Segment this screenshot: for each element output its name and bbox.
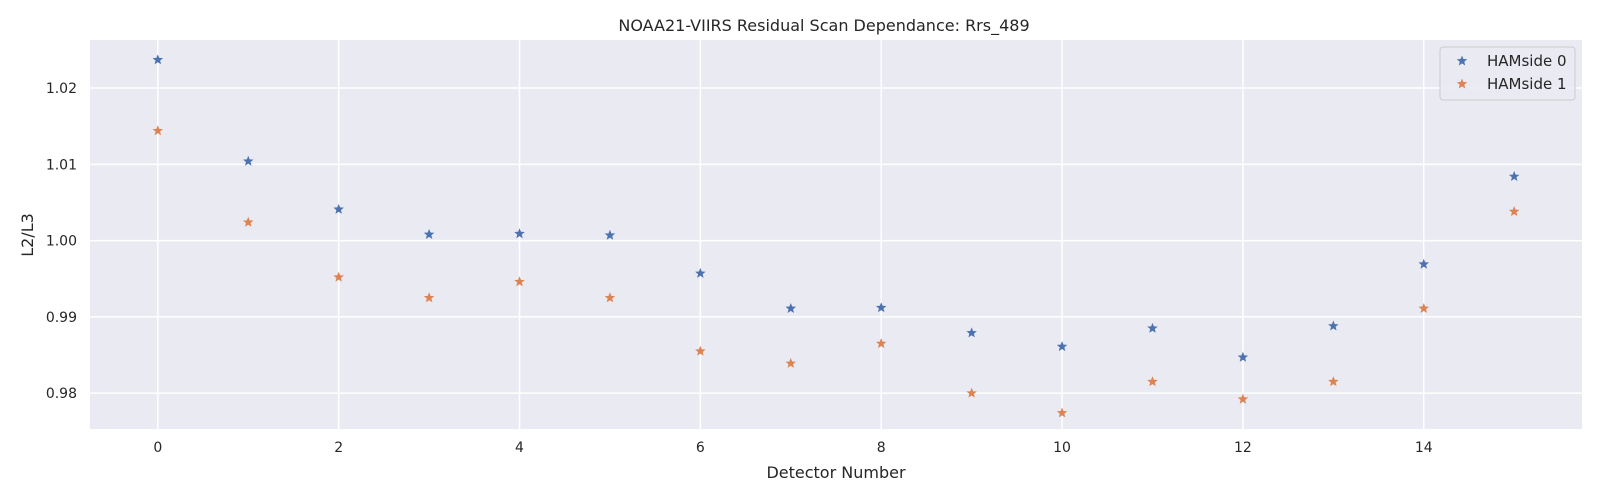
series-0-point	[1237, 351, 1249, 362]
series-1-point	[1418, 302, 1429, 313]
series-1-point	[695, 345, 706, 356]
series-0-point	[1056, 341, 1068, 352]
legend-label: HAMside 0	[1487, 52, 1567, 70]
data-points	[152, 54, 1520, 418]
series-1-point	[243, 216, 254, 227]
x-tick-label: 4	[515, 440, 524, 456]
series-1-point	[1056, 407, 1068, 418]
series-1-point	[966, 387, 977, 398]
series-1-point	[1328, 376, 1339, 387]
series-0-point	[966, 327, 977, 338]
series-0-point	[1147, 322, 1158, 333]
x-tick-label: 14	[1415, 440, 1433, 456]
series-0-point	[1508, 171, 1520, 181]
x-tick-label: 0	[153, 440, 162, 456]
y-tick-label: 0.98	[46, 386, 77, 402]
series-0-point	[333, 203, 344, 214]
legend-marker	[1456, 78, 1468, 89]
y-tick-label: 1.01	[46, 157, 77, 173]
series-0-point	[875, 302, 887, 313]
series-1-point	[1508, 206, 1520, 217]
grid	[90, 40, 1582, 429]
x-tick-label: 2	[334, 440, 343, 456]
x-tick-label: 6	[696, 440, 705, 456]
series-1-point	[333, 271, 344, 282]
series-1-point	[1147, 376, 1158, 387]
y-tick-label: 1.00	[46, 234, 77, 250]
series-1-point	[604, 292, 616, 303]
series-0-point	[243, 155, 254, 166]
series-1-point	[1237, 393, 1249, 404]
x-axis-label: Detector Number	[766, 463, 906, 482]
series-0-point	[514, 228, 525, 239]
series-0-point	[423, 229, 435, 239]
series-1-point	[875, 338, 887, 349]
x-tick-label: 12	[1234, 440, 1252, 456]
series-0-point	[695, 267, 706, 278]
series-0-point	[604, 229, 616, 240]
x-tick-label: 8	[877, 440, 886, 456]
legend: HAMside 0 HAMside 1	[1439, 46, 1576, 101]
series-0-point	[1418, 258, 1429, 269]
y-axis-label: L2/L3	[18, 213, 37, 257]
series-1-point	[514, 276, 525, 287]
y-tick-label: 0.99	[46, 310, 77, 326]
chart-title: NOAA21-VIIRS Residual Scan Dependance: R…	[618, 16, 1029, 36]
y-tick-label: 1.02	[46, 81, 77, 97]
legend-box	[1439, 46, 1576, 101]
series-0-point	[1328, 320, 1339, 331]
legend-label: HAMside 1	[1487, 75, 1567, 93]
series-1-point	[785, 357, 797, 368]
series-1-point	[152, 125, 164, 136]
series-0-point	[785, 302, 797, 313]
series-1-point	[423, 292, 435, 303]
tick-labels: 0 2 4 6 8 10 12 14 0.98 0.99 1.00 1.01 1.02	[46, 81, 1433, 456]
plot-area	[90, 40, 1582, 429]
legend-marker	[1456, 55, 1468, 66]
series-0-point	[152, 54, 164, 65]
x-tick-label: 10	[1053, 440, 1071, 456]
